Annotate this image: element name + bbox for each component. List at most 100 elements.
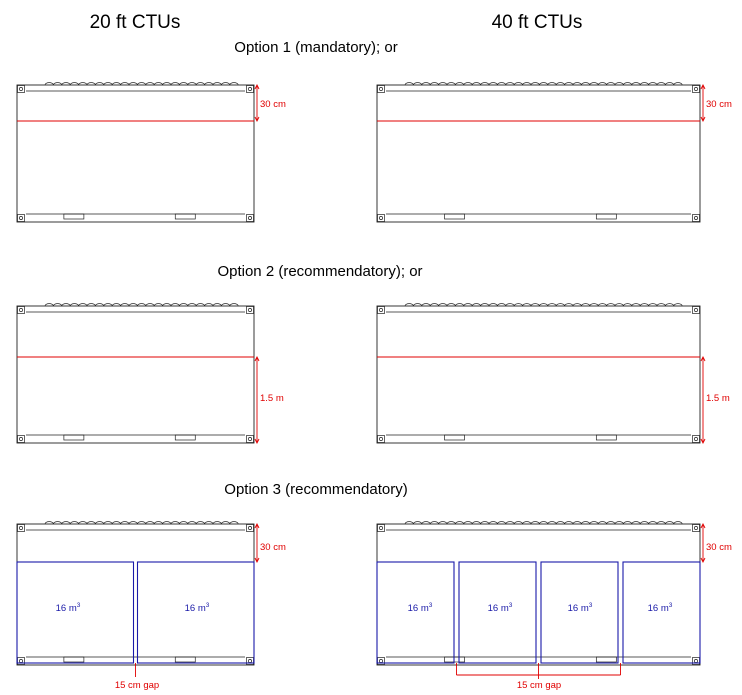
ctu-40ft-corner-casting [377,435,385,443]
ctu-40ft-roof-corrugation [404,521,683,525]
ctu-40ft-roof-corrugation [404,303,683,307]
ctu-40ft-corner-hole [379,87,383,91]
ctu-40ft-corner-hole [379,437,383,441]
option-1-title: Option 1 (mandatory); or [234,39,397,56]
volume-box [376,561,455,664]
ctu-20ft-arrow-up [254,355,260,362]
option-1-ctu-20ft [16,82,260,223]
ctu-40ft-corner-casting [692,306,700,314]
ctu-40ft-fork-pocket [595,656,617,663]
ctu-40ft-corner-hole [379,216,383,220]
ctu-20ft-roof-corrugation [44,82,239,86]
volume-label: 16 m3 [185,602,210,614]
ctu-20ft-arrow-down [254,116,260,123]
ctu-20ft-outline [16,84,255,223]
ctu-20ft-corner-hole [19,659,23,663]
ctu-20ft-arrow-down [254,557,260,564]
volume-box [136,561,255,664]
ctu-40ft-corner-casting [377,214,385,222]
ctu-20ft-corner-casting [246,85,254,93]
ctu-20ft-fork-pocket [174,656,196,663]
gap-label-40ft: 15 cm gap [517,680,561,691]
ctu-40ft-outline [376,523,701,666]
header-40ft: 40 ft CTUs [492,12,583,33]
volume-box [540,561,619,664]
ctu-20ft-corner-casting [17,524,25,532]
ctu-20ft-corner-hole [248,216,252,220]
ctu-40ft-corner-hole [379,308,383,312]
ctu-40ft-corner-casting [692,85,700,93]
option-3-dimension-40ft: 30 cm [706,542,732,553]
ctu-40ft-corner-hole [694,526,698,530]
ctu-40ft-corner-hole [694,308,698,312]
ctu-20ft-corner-hole [248,308,252,312]
volume-box [622,561,701,664]
option-1-ctu-40ft [376,82,706,223]
ctu-40ft-arrow-up [700,83,706,90]
option-1-dimension-40ft: 30 cm [706,99,732,110]
ctu-40ft-arrow-up [700,355,706,362]
ctu-20ft-fork-pocket [63,656,85,663]
ctu-40ft-corner-hole [694,87,698,91]
ctu-20ft-roof-corrugation [44,303,239,307]
volume-labels-20ft: 16 m3 16 m3 [56,602,210,614]
ctu-40ft-corner-casting [377,85,385,93]
ctu-40ft-arrow-down [700,557,706,564]
ctu-40ft-corner-hole [379,526,383,530]
volume-label: 16 m3 [488,602,513,614]
ctu-20ft-corner-hole [248,87,252,91]
option-3-ctu-20ft [16,521,260,677]
option-2-dimension-20ft: 1.5 m [260,393,284,404]
volume-box [16,561,135,664]
ctu-20ft-corner-casting [246,306,254,314]
ctu-20ft-roof-corrugation [44,521,239,525]
volume-label: 16 m3 [408,602,433,614]
ctu-20ft-outline [16,305,255,444]
gap-label-20ft: 15 cm gap [115,680,159,691]
ctu-20ft-corner-hole [19,437,23,441]
ctu-20ft-arrow-up [254,522,260,529]
ctu-40ft-fork-pocket [444,213,465,220]
header-20ft: 20 ft CTUs [90,12,181,33]
option-2-ctu-20ft [16,303,260,445]
ctu-20ft-outline [16,523,255,666]
ctu-20ft-corner-hole [248,659,252,663]
ctu-40ft-corner-hole [694,216,698,220]
option-3-ctu-40ft [376,521,706,679]
ctu-20ft-corner-hole [19,308,23,312]
ctu-20ft-fork-pocket [63,213,85,220]
ctu-20ft-corner-casting [17,435,25,443]
ctu-40ft-corner-hole [379,659,383,663]
ctu-20ft-arrow-down [254,438,260,445]
ctu-40ft-corner-casting [377,524,385,532]
ctu-20ft-corner-casting [246,214,254,222]
ctu-20ft-corner-casting [17,214,25,222]
option-2-dimension-40ft: 1.5 m [706,393,730,404]
ctu-40ft-fork-pocket [444,434,465,441]
ctu-20ft-corner-hole [19,526,23,530]
ctu-20ft-corner-casting [17,85,25,93]
ctu-20ft-corner-hole [248,526,252,530]
ctu-20ft-corner-casting [246,435,254,443]
ctu-40ft-roof-corrugation [404,82,683,86]
option-2-ctu-40ft [376,303,706,445]
ctu-20ft-corner-casting [246,524,254,532]
option-3-title: Option 3 (recommendatory) [224,481,407,498]
ctu-40ft-corner-casting [692,214,700,222]
ctu-20ft-fork-pocket [63,434,85,441]
option-3-dimension-20ft: 30 cm [260,542,286,553]
ctu-20ft-corner-hole [19,87,23,91]
volume-label: 16 m3 [568,602,593,614]
ctu-20ft-corner-casting [17,306,25,314]
volume-labels-40ft: 16 m3 16 m3 16 m3 16 m3 [408,602,673,614]
option-2-title: Option 2 (recommendatory); or [217,263,422,280]
ctu-40ft-outline [376,84,701,223]
volume-box [458,561,537,664]
ctu-40ft-corner-casting [692,524,700,532]
ctu-40ft-arrow-down [700,438,706,445]
ctu-40ft-corner-hole [694,659,698,663]
ctu-40ft-corner-casting [692,435,700,443]
ctu-40ft-arrow-up [700,522,706,529]
option-1-dimension-20ft: 30 cm [260,99,286,110]
